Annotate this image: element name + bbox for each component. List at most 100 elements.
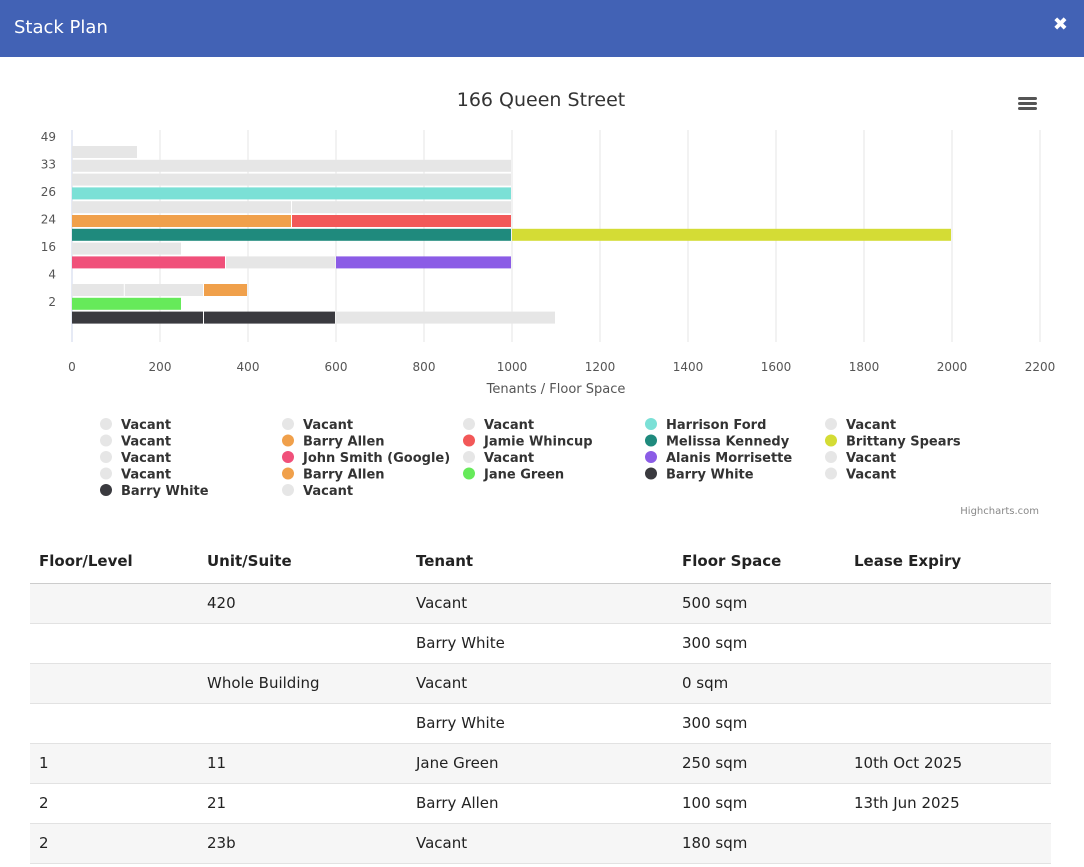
y-tick-label: 49 [41, 130, 56, 144]
x-tick-label: 2000 [937, 360, 968, 374]
bar-vacant[interactable] [72, 159, 511, 172]
table-row[interactable]: 1 11 Jane Green 250 sqm 10th Oct 2025 [30, 743, 1051, 784]
table-row[interactable]: Barry White 300 sqm [30, 623, 1051, 664]
legend-item[interactable]: Jane Green [463, 467, 564, 483]
table-row[interactable]: 420 Vacant 500 sqm [30, 583, 1051, 624]
modal-title: Stack Plan [14, 17, 108, 38]
table-row[interactable]: Whole Building Vacant 0 sqm [30, 663, 1051, 704]
legend-item[interactable]: Vacant [282, 484, 353, 499]
legend-dot [100, 467, 112, 480]
legend-item[interactable]: Alanis Morrisette [645, 451, 792, 466]
legend-label: Vacant [303, 418, 353, 433]
floor-space-cell: 180 sqm [673, 823, 845, 864]
legend-item[interactable]: Harrison Ford [645, 418, 766, 433]
legend-label: Brittany Spears [846, 435, 961, 450]
close-icon[interactable]: ✖ [1052, 14, 1068, 35]
floor-level-cell: 2 [30, 783, 198, 824]
legend-item[interactable]: Vacant [100, 467, 171, 483]
table-row[interactable]: 2 23b Vacant 180 sqm [30, 823, 1051, 864]
unit-suite-cell: 23b [198, 823, 407, 864]
legend-dot [100, 434, 112, 447]
legend-dot [825, 434, 837, 447]
table-row[interactable]: Barry White 300 sqm [30, 703, 1051, 744]
legend-item[interactable]: Vacant [100, 418, 171, 433]
modal-header: Stack Plan ✖ [0, 0, 1084, 57]
x-tick-label: 800 [413, 360, 436, 374]
chart-credit[interactable]: Highcharts.com [960, 506, 1039, 517]
bar-john-smith-google[interactable] [72, 256, 225, 269]
legend-dot [282, 467, 294, 480]
unit-suite-cell: 420 [198, 583, 407, 624]
legend-label: Vacant [484, 418, 534, 433]
lease-expiry-cell [845, 703, 1051, 744]
x-tick-label: 1400 [673, 360, 704, 374]
bar-alanis-morrisette[interactable] [336, 256, 511, 269]
y-tick-label: 16 [41, 240, 56, 254]
unit-suite-cell [198, 703, 407, 744]
legend-item[interactable]: Vacant [282, 418, 353, 433]
bar-barry-allen[interactable] [204, 284, 247, 296]
legend-dot [282, 451, 294, 463]
legend-label: Vacant [121, 435, 171, 450]
x-tick-label: 0 [68, 360, 76, 374]
header-lease-expiry[interactable]: Lease Expiry [845, 540, 1051, 584]
bar-barry-white[interactable] [204, 311, 335, 324]
bar-harrison-ford[interactable] [72, 187, 511, 200]
bar-jane-green[interactable] [72, 297, 181, 310]
tenant-cell: Barry White [407, 703, 673, 744]
unit-suite-cell: 11 [198, 743, 407, 784]
lease-expiry-cell: 10th Oct 2025 [845, 743, 1051, 784]
legend-item[interactable]: Jamie Whincup [463, 434, 593, 450]
legend-item[interactable]: Melissa Kennedy [645, 434, 790, 450]
bar-jamie-whincup[interactable] [292, 215, 511, 227]
table-row[interactable]: 2 21 Barry Allen 100 sqm 13th Jun 2025 [30, 783, 1051, 824]
bar-vacant[interactable] [72, 173, 511, 186]
tenant-cell: Vacant [407, 583, 673, 624]
bar-vacant[interactable] [72, 146, 137, 158]
stack-plan-chart: 166 Queen Street 49 33 26 24 16 4 2 0 200 400 600… [0, 57, 1084, 527]
header-tenant[interactable]: Tenant [407, 540, 673, 584]
legend-item[interactable]: Vacant [825, 418, 896, 433]
bar-vacant[interactable] [124, 284, 203, 296]
bar-vacant[interactable] [226, 256, 335, 269]
legend-item[interactable]: Vacant [825, 451, 896, 466]
chart-menu-icon[interactable] [1014, 91, 1042, 117]
tenant-cell: Barry Allen [407, 783, 673, 824]
tenant-cell: Vacant [407, 663, 673, 704]
legend-item[interactable]: Vacant [463, 418, 534, 433]
legend-label: Vacant [121, 451, 171, 466]
legend-item[interactable]: Vacant [100, 434, 171, 450]
header-floor-level[interactable]: Floor/Level [30, 540, 198, 584]
bar-brittany-spears[interactable] [512, 228, 951, 241]
legend-item[interactable]: Barry White [100, 484, 209, 499]
legend-item[interactable]: Vacant [463, 451, 534, 466]
bar-vacant[interactable] [72, 284, 124, 296]
legend-label: Vacant [846, 451, 896, 466]
header-floor-space[interactable]: Floor Space [673, 540, 845, 584]
legend-item[interactable]: Brittany Spears [825, 434, 961, 450]
header-unit-suite[interactable]: Unit/Suite [198, 540, 407, 584]
legend-item[interactable]: Barry Allen [282, 467, 385, 483]
legend-item[interactable]: Vacant [100, 451, 171, 466]
bar-vacant[interactable] [292, 201, 511, 214]
legend-item[interactable]: Barry White [645, 467, 754, 483]
bar-barry-white[interactable] [72, 311, 203, 324]
legend-dot [282, 418, 294, 430]
y-tick-label: 2 [48, 295, 56, 309]
bar-vacant[interactable] [72, 242, 181, 255]
legend-dot [645, 434, 657, 447]
chart-title: 166 Queen Street [457, 89, 626, 111]
legend-label: Jamie Whincup [483, 435, 593, 450]
bar-melissa-kennedy[interactable] [72, 228, 511, 241]
legend-item[interactable]: Barry Allen [282, 434, 385, 450]
legend-dot [463, 434, 475, 447]
bar-vacant[interactable] [336, 311, 555, 324]
legend-item[interactable]: John Smith (Google) [282, 451, 450, 466]
legend-dot [463, 467, 475, 480]
bar-vacant[interactable] [72, 201, 291, 214]
bar-barry-allen[interactable] [72, 215, 291, 227]
legend-label: Barry Allen [303, 468, 385, 483]
legend-label: Barry White [121, 484, 209, 499]
legend-item[interactable]: Vacant [825, 467, 896, 483]
